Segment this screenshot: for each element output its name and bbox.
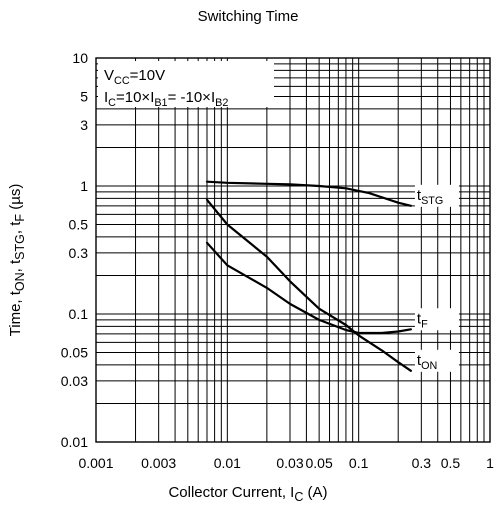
y-tick-label: 5 [80,89,88,105]
x-tick-label: 0.003 [141,455,176,471]
y-tick-label: 1 [80,178,88,194]
tf-curve [205,241,412,335]
x-tick-label: 0.3 [412,455,432,471]
x-tick-label: 0.5 [441,455,461,471]
y-tick-label: 3 [80,117,88,133]
y-tick-label: 0.3 [69,245,89,261]
series-label-bg [414,349,459,372]
tf-label: tF [417,310,428,330]
series-label-bg [414,308,459,331]
tstg-label: tSTG [417,187,443,207]
ton-label: tON [417,352,437,372]
y-tick-label: 0.5 [69,217,89,233]
condition-text: VCC=10V [104,67,165,87]
x-tick-label: 0.1 [349,455,369,471]
y-tick-label: 10 [72,50,88,66]
ton-curve [205,198,412,372]
tstg-curve [205,180,412,207]
y-tick-label: 0.01 [61,434,88,450]
chart-title: Switching Time [197,8,299,25]
plot-frame [95,57,491,443]
y-tick-label: 0.1 [69,306,89,322]
x-axis-label: Collector Current, IC (A) [168,484,328,504]
conditions-box [98,61,274,107]
x-tick-label: 0.01 [214,455,241,471]
x-tick-label: 0.05 [306,455,333,471]
x-tick-label: 0.001 [78,455,113,471]
condition-text: IC=10×IB1= -10×IB2 [104,89,228,109]
y-tick-label: 0.03 [61,373,88,389]
x-tick-label: 0.03 [276,455,303,471]
y-tick-label: 0.05 [61,345,88,361]
y-axis-label: Time, tON, tSTG, tF (µs) [7,183,27,337]
x-tick-label: 1 [486,455,494,471]
series-label-bg [414,184,459,207]
